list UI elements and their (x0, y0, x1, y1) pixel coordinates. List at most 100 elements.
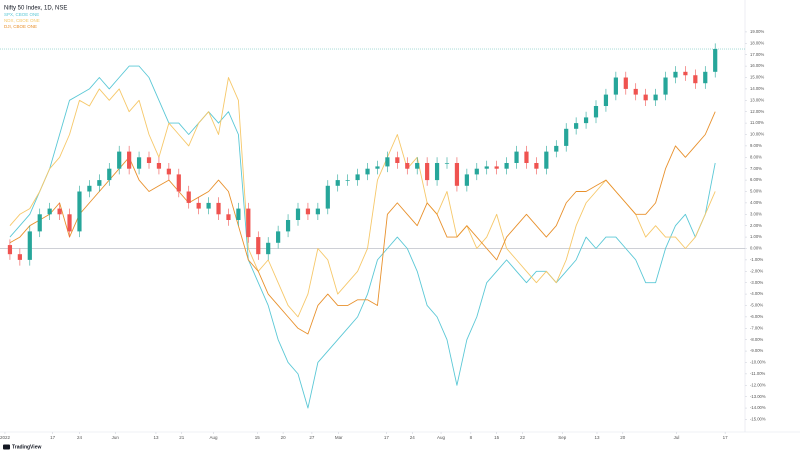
x-tick-label: Aug (437, 435, 446, 440)
candle-body (385, 157, 390, 167)
x-tick-label: 13 (594, 435, 600, 440)
candle-body (127, 151, 132, 169)
y-tick-label: 19.00% (750, 29, 764, 34)
candle-body (454, 162, 460, 186)
x-tick-label: Aug (210, 435, 219, 440)
candle-body (67, 214, 72, 232)
candle-body (47, 208, 52, 215)
candle-body (464, 174, 469, 186)
candle-body (156, 162, 162, 169)
x-tick-label: 24 (410, 435, 416, 440)
y-tick-label: -14.00% (750, 405, 766, 410)
y-tick-label: 9.00% (750, 143, 762, 148)
candle-body (564, 128, 569, 146)
x-tick-label: Sep (558, 435, 567, 440)
footer-brand: TradingView (12, 444, 41, 450)
x-tick-label: 22 (520, 435, 526, 440)
y-tick-label: 5.00% (750, 189, 762, 194)
candle-body (355, 174, 360, 181)
x-tick-label: 20 (620, 435, 626, 440)
candle-body (534, 162, 539, 169)
x-tick-label: 17 (50, 435, 56, 440)
candle-body (544, 151, 549, 169)
candle-body (494, 166, 499, 169)
candle-body (285, 219, 291, 232)
candle-body (117, 151, 122, 169)
comparison-line (9, 65, 716, 409)
y-tick-label: 0.00% (750, 246, 762, 251)
y-tick-label: -12.00% (750, 382, 766, 387)
x-tick-label: 24 (77, 435, 83, 440)
candle-body (583, 117, 589, 124)
y-tick-label: 14.00% (750, 86, 764, 91)
candle-body (295, 208, 301, 220)
candle-body (77, 191, 82, 232)
candle-body (425, 162, 430, 181)
candle-body (216, 202, 221, 215)
y-tick-label: -6.00% (750, 314, 764, 319)
candle-body (474, 168, 479, 175)
y-tick-label: 17.00% (750, 52, 764, 57)
grid-layer (0, 31, 747, 434)
y-tick-label: 6.00% (750, 177, 762, 182)
y-tick-label: -3.00% (750, 280, 764, 285)
candle-body (405, 162, 410, 169)
y-tick-label: 12.00% (750, 109, 764, 114)
candle-body (703, 71, 708, 84)
candle-body (653, 94, 658, 101)
x-tick-label: 15 (494, 435, 500, 440)
candle-body (266, 242, 271, 255)
candle-body (196, 202, 201, 209)
candle-body (345, 180, 350, 181)
candle-body (554, 145, 559, 152)
y-tick-label: -4.00% (750, 291, 764, 296)
y-tick-label: 1.00% (750, 234, 762, 239)
candle-body (504, 162, 509, 169)
legend-entry: DJI, CBOE ONE (4, 24, 37, 29)
candle-body (176, 174, 181, 192)
y-tick-label: -8.00% (750, 337, 764, 342)
y-tick-label: 13.00% (750, 97, 764, 102)
x-tick-label: Jun (112, 435, 120, 440)
candle-body (166, 168, 171, 175)
y-tick-label: 18.00% (750, 40, 764, 45)
legend-entry: NDX, CBOE ONE (4, 18, 40, 23)
y-tick-label: 7.00% (750, 166, 762, 171)
candle-body (206, 202, 211, 209)
y-tick-label: 4.00% (750, 200, 762, 205)
candle-body (623, 77, 628, 89)
candle-body (524, 151, 529, 163)
y-tick-label: -9.00% (750, 348, 764, 353)
candle-body (683, 71, 688, 76)
candle-body (325, 185, 330, 209)
candle-body (256, 237, 261, 255)
y-tick-label: -5.00% (750, 303, 764, 308)
candle-body (335, 180, 340, 186)
candle-body (643, 94, 648, 101)
candle-body (434, 162, 440, 181)
candle-body (97, 180, 102, 186)
candle-body (236, 208, 241, 220)
candle-body (276, 231, 281, 243)
y-tick-label: -11.00% (750, 371, 766, 376)
candle-body (484, 166, 489, 169)
candle-body (87, 185, 92, 192)
candle-body (713, 49, 718, 72)
candle-body (136, 157, 142, 169)
candle-body (395, 157, 400, 163)
y-tick-label: -7.00% (750, 325, 764, 330)
candle-body (146, 157, 152, 163)
y-tick-label: -15.00% (750, 417, 766, 422)
chart-title: Nifty 50 Index, 1D, NSE (4, 6, 67, 12)
candle-body (305, 208, 311, 215)
x-tick-label: 15 (255, 435, 261, 440)
y-tick-label: 11.00% (750, 120, 764, 125)
brand-logo (3, 444, 10, 450)
y-tick-label: -1.00% (750, 257, 764, 262)
label-layer: -15.00% -14.00% -13.00% -12.00% -11.00% -10.0… (0, 12, 766, 440)
candle-body (365, 168, 370, 175)
candle-body (673, 71, 678, 78)
candle-body (633, 88, 638, 95)
candle-body (663, 77, 668, 95)
